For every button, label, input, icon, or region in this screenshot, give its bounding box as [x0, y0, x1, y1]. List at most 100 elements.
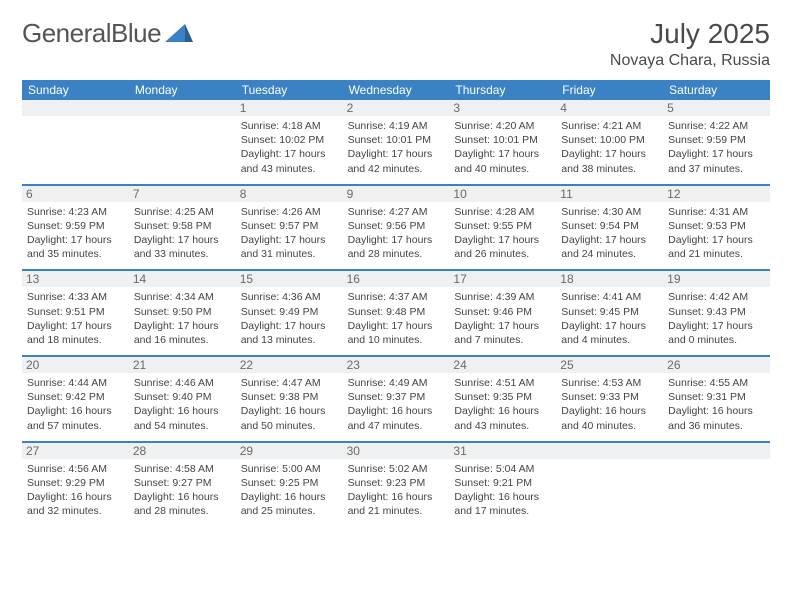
calendar-day: 12Sunrise: 4:31 AMSunset: 9:53 PMDayligh…: [663, 186, 770, 270]
day-number-empty: [556, 443, 663, 459]
calendar-week: 6Sunrise: 4:23 AMSunset: 9:59 PMDaylight…: [22, 184, 770, 270]
calendar-day: 4 Sunrise: 4:21 AMSunset: 10:00 PMDayligh…: [556, 100, 663, 184]
sunrise-text: Sunrise: 4:58 AM: [134, 462, 231, 476]
day-number: 15: [236, 271, 343, 287]
sunset-text: Sunset: 9:48 PM: [348, 305, 445, 319]
brand-logo: GeneralBlue: [22, 18, 193, 49]
daylight-text: Daylight: 16 hours and 21 minutes.: [348, 490, 445, 518]
day-number: 1: [236, 100, 343, 116]
day-number-empty: [22, 100, 129, 116]
daylight-text: Daylight: 16 hours and 32 minutes.: [27, 490, 124, 518]
sunset-text: Sunset: 9:50 PM: [134, 305, 231, 319]
sunrise-text: Sunrise: 4:56 AM: [27, 462, 124, 476]
day-number: 8: [236, 186, 343, 202]
day-number: 31: [449, 443, 556, 459]
day-number: 4: [556, 100, 663, 116]
daylight-text: Daylight: 16 hours and 57 minutes.: [27, 404, 124, 432]
sunrise-text: Sunrise: 4:31 AM: [668, 205, 765, 219]
day-number: 3: [449, 100, 556, 116]
sunset-text: Sunset: 9:46 PM: [454, 305, 551, 319]
sunset-text: Sunset: 9:42 PM: [27, 390, 124, 404]
sunset-text: Sunset: 10:01 PM: [454, 133, 551, 147]
sunset-text: Sunset: 9:27 PM: [134, 476, 231, 490]
day-number: 24: [449, 357, 556, 373]
sunrise-text: Sunrise: 4:23 AM: [27, 205, 124, 219]
sunset-text: Sunset: 9:57 PM: [241, 219, 338, 233]
daylight-text: Daylight: 17 hours and 18 minutes.: [27, 319, 124, 347]
day-number: 25: [556, 357, 663, 373]
daylight-text: Daylight: 17 hours and 38 minutes.: [561, 147, 658, 175]
calendar-day: 11Sunrise: 4:30 AMSunset: 9:54 PMDayligh…: [556, 186, 663, 270]
daylight-text: Daylight: 16 hours and 25 minutes.: [241, 490, 338, 518]
calendar-day: 27Sunrise: 4:56 AMSunset: 9:29 PMDayligh…: [22, 443, 129, 527]
calendar-week: 1Sunrise: 4:18 AMSunset: 10:02 PMDayligh…: [22, 100, 770, 184]
calendar-day: 9Sunrise: 4:27 AMSunset: 9:56 PMDaylight…: [343, 186, 450, 270]
calendar-day: 18Sunrise: 4:41 AMSunset: 9:45 PMDayligh…: [556, 271, 663, 355]
weekday-header: Saturday: [663, 80, 770, 100]
calendar-day: 3Sunrise: 4:20 AMSunset: 10:01 PMDayligh…: [449, 100, 556, 184]
day-number: 12: [663, 186, 770, 202]
calendar-day: 29Sunrise: 5:00 AMSunset: 9:25 PMDayligh…: [236, 443, 343, 527]
sunset-text: Sunset: 9:43 PM: [668, 305, 765, 319]
day-number: 22: [236, 357, 343, 373]
calendar-day: 20Sunrise: 4:44 AMSunset: 9:42 PMDayligh…: [22, 357, 129, 441]
day-number: 18: [556, 271, 663, 287]
brand-triangle-icon: [165, 20, 193, 47]
daylight-text: Daylight: 16 hours and 40 minutes.: [561, 404, 658, 432]
daylight-text: Daylight: 17 hours and 37 minutes.: [668, 147, 765, 175]
day-number: 17: [449, 271, 556, 287]
day-number: 21: [129, 357, 236, 373]
calendar-day: 26Sunrise: 4:55 AMSunset: 9:31 PMDayligh…: [663, 357, 770, 441]
sunrise-text: Sunrise: 4:21 AM: [561, 119, 658, 133]
sunrise-text: Sunrise: 4:51 AM: [454, 376, 551, 390]
sunset-text: Sunset: 10:00 PM: [561, 133, 658, 147]
weekday-header: Sunday: [22, 80, 129, 100]
sunset-text: Sunset: 9:40 PM: [134, 390, 231, 404]
sunset-text: Sunset: 9:56 PM: [348, 219, 445, 233]
sunrise-text: Sunrise: 4:42 AM: [668, 290, 765, 304]
sunrise-text: Sunrise: 4:46 AM: [134, 376, 231, 390]
day-number: 26: [663, 357, 770, 373]
month-title: July 2025: [610, 18, 770, 50]
sunset-text: Sunset: 9:49 PM: [241, 305, 338, 319]
day-number: 29: [236, 443, 343, 459]
weekday-header: Tuesday: [236, 80, 343, 100]
calendar-day: 17Sunrise: 4:39 AMSunset: 9:46 PMDayligh…: [449, 271, 556, 355]
sunrise-text: Sunrise: 4:53 AM: [561, 376, 658, 390]
sunset-text: Sunset: 9:33 PM: [561, 390, 658, 404]
daylight-text: Daylight: 17 hours and 28 minutes.: [348, 233, 445, 261]
calendar-day: 31Sunrise: 5:04 AMSunset: 9:21 PMDayligh…: [449, 443, 556, 527]
day-number: 19: [663, 271, 770, 287]
calendar-day: 2Sunrise: 4:19 AMSunset: 10:01 PMDayligh…: [343, 100, 450, 184]
calendar-day: 25 Sunrise: 4:53 AMSunset: 9:33 PMDayligh…: [556, 357, 663, 441]
calendar-day: 28Sunrise: 4:58 AMSunset: 9:27 PMDayligh…: [129, 443, 236, 527]
calendar-day-empty: [663, 443, 770, 527]
calendar-day-empty: [556, 443, 663, 527]
calendar-day: 10Sunrise: 4:28 AMSunset: 9:55 PMDayligh…: [449, 186, 556, 270]
sunset-text: Sunset: 9:29 PM: [27, 476, 124, 490]
daylight-text: Daylight: 17 hours and 7 minutes.: [454, 319, 551, 347]
calendar-day: 8Sunrise: 4:26 AMSunset: 9:57 PMDaylight…: [236, 186, 343, 270]
sunrise-text: Sunrise: 4:19 AM: [348, 119, 445, 133]
sunset-text: Sunset: 10:02 PM: [241, 133, 338, 147]
day-number-empty: [129, 100, 236, 116]
calendar-day: 15Sunrise: 4:36 AMSunset: 9:49 PMDayligh…: [236, 271, 343, 355]
sunrise-text: Sunrise: 4:20 AM: [454, 119, 551, 133]
calendar-day: 14Sunrise: 4:34 AMSunset: 9:50 PMDayligh…: [129, 271, 236, 355]
sunset-text: Sunset: 9:23 PM: [348, 476, 445, 490]
daylight-text: Daylight: 16 hours and 43 minutes.: [454, 404, 551, 432]
sunset-text: Sunset: 9:55 PM: [454, 219, 551, 233]
day-number: 10: [449, 186, 556, 202]
page-header: GeneralBlue July 2025 Novaya Chara, Russ…: [22, 18, 770, 70]
day-number: 7: [129, 186, 236, 202]
brand-name: GeneralBlue: [22, 18, 161, 49]
calendar-week: 20Sunrise: 4:44 AMSunset: 9:42 PMDayligh…: [22, 355, 770, 441]
day-number: 14: [129, 271, 236, 287]
sunset-text: Sunset: 9:51 PM: [27, 305, 124, 319]
daylight-text: Daylight: 16 hours and 54 minutes.: [134, 404, 231, 432]
calendar-day-empty: [129, 100, 236, 184]
sunrise-text: Sunrise: 5:02 AM: [348, 462, 445, 476]
sunset-text: Sunset: 9:25 PM: [241, 476, 338, 490]
calendar: SundayMondayTuesdayWednesdayThursdayFrid…: [22, 80, 770, 526]
sunset-text: Sunset: 9:31 PM: [668, 390, 765, 404]
